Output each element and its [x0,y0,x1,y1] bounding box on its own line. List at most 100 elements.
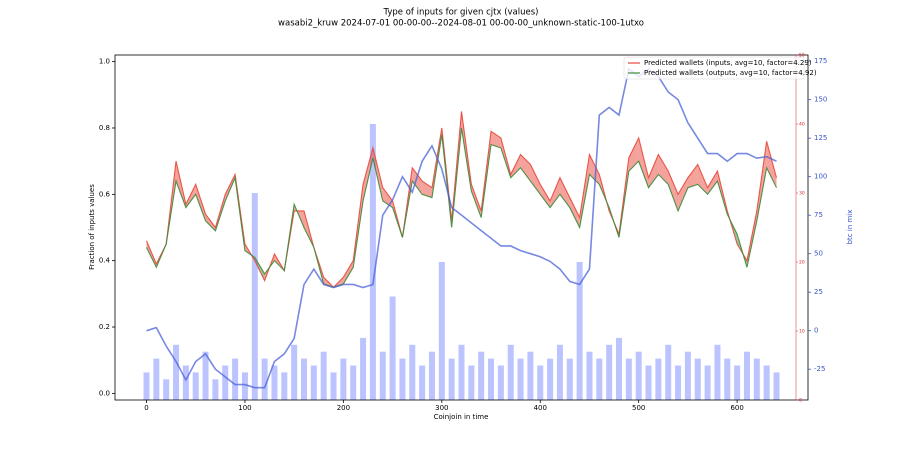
bar [301,358,307,400]
y2-axis-label: btc in mix [846,210,854,245]
bar [537,365,544,400]
x-axis-label: Coinjoin in time [434,413,489,421]
bar [399,358,406,400]
fill-between [343,260,354,284]
y3-tick-label: 0 [799,398,802,404]
y-tick-label: 0.6 [99,190,111,198]
bar [192,372,199,400]
chart-title: Type of inputs for given cjtx (values) [383,8,539,18]
line [146,127,777,288]
fill-between [678,177,688,211]
bar [714,344,721,400]
bar [281,372,288,400]
bar [743,351,750,400]
fill-between [648,154,659,188]
fill-between [540,184,551,208]
bar [507,344,514,400]
x-tick-label: 200 [337,404,350,412]
y3-tick-label: 50 [799,53,805,59]
bar [704,365,711,400]
y3-tick-label: 20 [799,260,805,266]
bar [241,372,248,400]
bar [448,358,455,400]
bar [694,358,701,400]
bar [566,358,573,400]
bar [330,372,337,400]
x-tick-label: 300 [435,404,448,412]
fill-between [707,171,718,195]
y2-tick-label: 125 [814,134,827,142]
bar [143,372,150,400]
bar [182,365,189,400]
fill-between [628,137,639,172]
bar [517,358,524,400]
fill-between [422,181,432,198]
bar [773,372,780,400]
bar [389,296,396,400]
bar [497,365,504,400]
x-tick-label: 500 [632,404,645,412]
bar [556,344,563,400]
bar [547,358,554,400]
fill-between [550,177,560,208]
bar [478,351,485,400]
y2-tick-label: 50 [814,250,823,258]
bar [753,358,760,400]
bar [586,351,593,400]
bar [468,365,475,400]
fill-between [491,131,501,148]
bar [409,344,416,400]
y2-tick-label: 0 [814,327,818,335]
fill-between [372,147,383,201]
bar [734,365,741,400]
bar [675,365,682,400]
bar [428,351,435,400]
bar [606,344,613,400]
bar [576,262,583,400]
bar [350,365,357,400]
fill-between [668,171,679,211]
legend-label: Predicted wallets (inputs, avg=10, facto… [644,59,812,67]
x-tick-label: 400 [534,404,547,412]
y3-tick-label: 30 [799,191,805,197]
y-tick-label: 0.8 [99,124,110,132]
bar [163,379,170,400]
bar [320,351,327,400]
bar [645,365,652,400]
y2-tick-label: 150 [814,96,827,104]
y3-tick-label: 40 [799,122,805,128]
y-axis-label: Fraction of inputs values [88,184,96,270]
bar [596,358,603,400]
bar [419,365,426,400]
bar [369,124,376,400]
fill-between [569,197,580,228]
fill-between [766,141,777,188]
chart-subtitle: wasabi2_kruw 2024-07-01 00-00-00--2024-0… [278,19,644,29]
y-tick-label: 1.0 [99,58,110,66]
bar [212,379,219,400]
fill-between [638,137,649,188]
y2-tick-label: 175 [814,57,827,65]
fill-between [363,147,373,201]
bar [379,351,386,400]
bar [684,351,691,400]
y-tick-label: 0.4 [99,257,111,265]
bar [724,358,731,400]
fill-between [530,164,541,195]
bar [616,337,622,400]
bar [261,358,268,400]
fill-between [687,164,698,188]
bar [310,365,317,400]
legend: Predicted wallets (inputs, avg=10, facto… [623,56,817,80]
legend-label: Predicted wallets (outputs, avg=10, fact… [644,69,817,77]
bar [202,351,209,400]
line [146,67,777,389]
bar [458,344,465,400]
bar [222,365,229,400]
bar [291,344,298,400]
bar [271,365,278,400]
y-tick-label: 0.2 [99,323,110,331]
bar [232,358,239,400]
bar [251,193,258,400]
y2-tick-label: 100 [814,173,827,181]
